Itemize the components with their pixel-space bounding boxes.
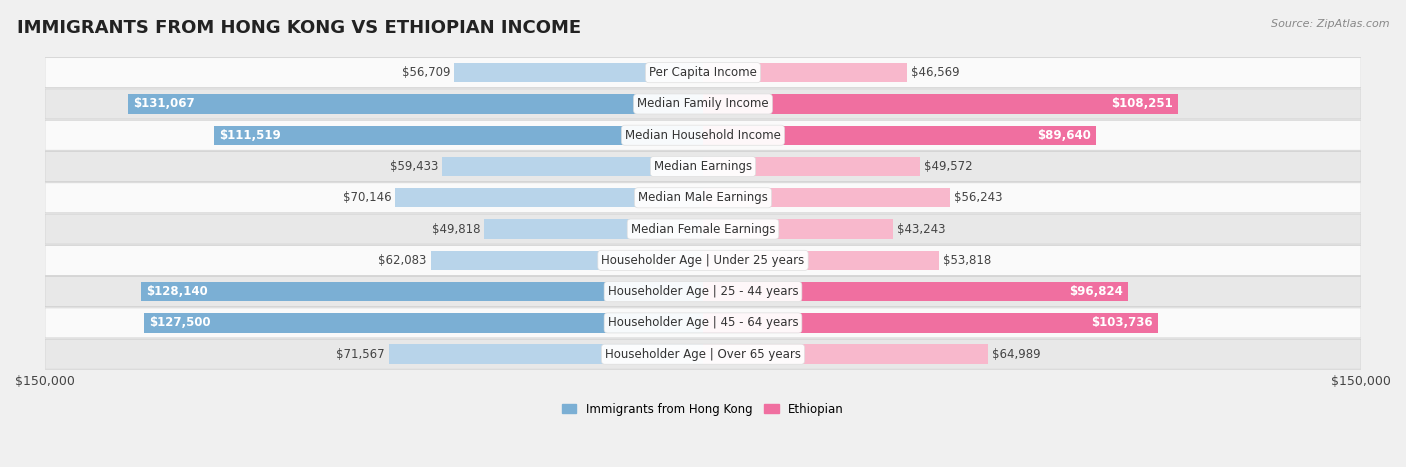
Text: $131,067: $131,067 <box>134 98 195 111</box>
Text: $56,709: $56,709 <box>402 66 450 79</box>
FancyBboxPatch shape <box>45 339 1361 369</box>
Text: $111,519: $111,519 <box>219 129 281 142</box>
Bar <box>703 345 988 364</box>
Text: $49,572: $49,572 <box>924 160 973 173</box>
Text: $46,569: $46,569 <box>911 66 960 79</box>
Text: $59,433: $59,433 <box>389 160 439 173</box>
Text: Householder Age | 25 - 44 years: Householder Age | 25 - 44 years <box>607 285 799 298</box>
Bar <box>703 63 907 82</box>
Bar <box>703 251 939 270</box>
Text: $127,500: $127,500 <box>149 317 211 329</box>
Text: $103,736: $103,736 <box>1091 317 1153 329</box>
Text: Per Capita Income: Per Capita Income <box>650 66 756 79</box>
FancyBboxPatch shape <box>45 57 1361 88</box>
FancyBboxPatch shape <box>45 214 1361 244</box>
Text: Median Male Earnings: Median Male Earnings <box>638 191 768 204</box>
Bar <box>485 219 703 239</box>
Bar <box>128 94 703 113</box>
Text: $53,818: $53,818 <box>943 254 991 267</box>
Text: Householder Age | 45 - 64 years: Householder Age | 45 - 64 years <box>607 317 799 329</box>
Legend: Immigrants from Hong Kong, Ethiopian: Immigrants from Hong Kong, Ethiopian <box>558 398 848 420</box>
FancyBboxPatch shape <box>45 308 1361 338</box>
Text: Source: ZipAtlas.com: Source: ZipAtlas.com <box>1271 19 1389 28</box>
Text: $70,146: $70,146 <box>343 191 391 204</box>
Bar <box>143 313 703 333</box>
Bar <box>703 313 1159 333</box>
Text: $49,818: $49,818 <box>432 223 481 235</box>
Text: $96,824: $96,824 <box>1069 285 1122 298</box>
Bar <box>703 188 949 207</box>
FancyBboxPatch shape <box>45 183 1361 213</box>
Text: $89,640: $89,640 <box>1038 129 1091 142</box>
Bar <box>703 157 921 176</box>
Bar <box>454 63 703 82</box>
Text: $56,243: $56,243 <box>953 191 1002 204</box>
FancyBboxPatch shape <box>45 151 1361 182</box>
Bar <box>395 188 703 207</box>
Text: $62,083: $62,083 <box>378 254 426 267</box>
Bar <box>389 345 703 364</box>
Text: $71,567: $71,567 <box>336 348 385 361</box>
Bar <box>214 126 703 145</box>
Text: Householder Age | Over 65 years: Householder Age | Over 65 years <box>605 348 801 361</box>
Text: IMMIGRANTS FROM HONG KONG VS ETHIOPIAN INCOME: IMMIGRANTS FROM HONG KONG VS ETHIOPIAN I… <box>17 19 581 37</box>
FancyBboxPatch shape <box>45 276 1361 307</box>
Bar <box>703 126 1097 145</box>
FancyBboxPatch shape <box>45 89 1361 119</box>
Text: $128,140: $128,140 <box>146 285 208 298</box>
Text: $64,989: $64,989 <box>993 348 1040 361</box>
FancyBboxPatch shape <box>45 245 1361 276</box>
Text: Median Household Income: Median Household Income <box>626 129 780 142</box>
Bar <box>703 219 893 239</box>
Text: $43,243: $43,243 <box>897 223 945 235</box>
Text: $108,251: $108,251 <box>1111 98 1173 111</box>
Text: Median Earnings: Median Earnings <box>654 160 752 173</box>
Bar <box>703 94 1178 113</box>
Bar <box>443 157 703 176</box>
Bar <box>141 282 703 301</box>
Text: Median Female Earnings: Median Female Earnings <box>631 223 775 235</box>
Bar <box>703 282 1128 301</box>
Text: Median Family Income: Median Family Income <box>637 98 769 111</box>
Text: Householder Age | Under 25 years: Householder Age | Under 25 years <box>602 254 804 267</box>
Bar <box>430 251 703 270</box>
FancyBboxPatch shape <box>45 120 1361 150</box>
